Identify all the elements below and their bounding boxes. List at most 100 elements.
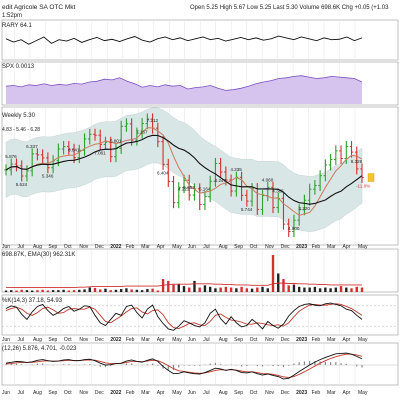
- volume-bar: [172, 284, 175, 292]
- volume-bar: [78, 289, 81, 292]
- volume-bar: [303, 287, 306, 292]
- price-value-label: 6.328: [351, 159, 363, 164]
- x-tick-label: Aug: [33, 244, 42, 250]
- x-tick-label: Jun: [2, 390, 10, 396]
- volume-bar: [25, 290, 29, 292]
- volume-bar: [146, 289, 149, 292]
- x-tick-label: Nov: [79, 244, 88, 250]
- price-value-label: 7.061: [94, 150, 106, 155]
- x-tick-label: Aug: [33, 390, 42, 396]
- volume-bar: [339, 286, 343, 292]
- x-tick-label: Apr: [157, 337, 165, 343]
- volume-bar: [292, 284, 296, 292]
- relative-strength-area: [6, 75, 362, 104]
- volume-bar: [198, 287, 201, 292]
- price-value-label: 7.167: [136, 130, 148, 135]
- stochastic-d-line: [5, 303, 363, 330]
- x-tick-label: Sep: [234, 244, 243, 250]
- x-tick-label: Aug: [33, 337, 42, 343]
- x-tick-label: Oct: [64, 337, 72, 343]
- x-tick-label: Jul: [17, 390, 23, 396]
- price-value-label: 6.041: [68, 148, 80, 153]
- volume-bar: [67, 290, 71, 292]
- x-tick-label: Sep: [48, 244, 57, 250]
- price-value-label: 4.222: [178, 186, 190, 191]
- volume-bar: [256, 287, 259, 292]
- volume-bar: [224, 286, 228, 292]
- volume-bar: [334, 287, 338, 292]
- volume-bar: [88, 287, 91, 292]
- x-tick-label: Nov: [79, 390, 88, 396]
- x-tick-label: Sep: [48, 390, 57, 396]
- x-tick-label: Feb: [126, 244, 135, 250]
- long-moving-average: [5, 134, 363, 205]
- x-tick-label: Feb: [126, 390, 135, 396]
- price-value-label: 3.320: [298, 206, 310, 211]
- x-tick-label: Oct: [64, 390, 72, 396]
- volume-bar: [261, 286, 264, 292]
- x-tick-label: Jul: [203, 390, 209, 396]
- x-tick-label: Jul: [203, 244, 209, 250]
- volume-bar: [250, 288, 254, 292]
- time-label: 1:52pm: [2, 13, 22, 19]
- x-tick-label: Feb: [312, 390, 321, 396]
- volume-bar: [188, 287, 191, 292]
- x-tick-label: Aug: [219, 337, 228, 343]
- x-tick-label: Dec: [95, 390, 104, 396]
- volume-bar: [10, 290, 13, 292]
- price-label: Weekly 5.30: [2, 113, 36, 119]
- volume-bar: [140, 290, 144, 292]
- volume-bar: [36, 290, 39, 292]
- x-tick-label: Sep: [234, 390, 243, 396]
- price-value-label: 5.346: [42, 174, 54, 179]
- x-tick-label: Jul: [203, 337, 209, 343]
- x-tick-label: 2023: [296, 337, 307, 343]
- macd-label: (12,26) 5.876, 4.701, -0.023: [2, 346, 77, 352]
- volume-bar: [151, 288, 154, 292]
- price-value-label: 4.385: [272, 188, 284, 193]
- indicator-line: [5, 35, 363, 45]
- x-tick-label: Nov: [265, 244, 274, 250]
- price-value-label: 5.683: [183, 185, 195, 190]
- last-price-marker: [367, 173, 375, 182]
- volume-bar: [266, 288, 269, 292]
- volume-ema-line: [6, 282, 362, 289]
- x-tick-label: Dec: [281, 337, 290, 343]
- x-tick-label: Apr: [157, 244, 165, 250]
- price-value-label: 5.801: [110, 138, 122, 143]
- x-tick-label: May: [172, 244, 182, 250]
- x-tick-label: Feb: [312, 244, 321, 250]
- quote-summary: Open 5.25 High 5.67 Low 5.25 Last 5.30 V…: [190, 5, 389, 11]
- price-value-label: 5.876: [5, 154, 17, 159]
- short-moving-average: [5, 127, 363, 216]
- x-tick-label: Dec: [95, 244, 104, 250]
- volume-bar: [51, 290, 55, 292]
- x-tick-label: Aug: [219, 244, 228, 250]
- volume-bar: [360, 287, 364, 292]
- x-tick-label: Apr: [157, 390, 165, 396]
- indicator-label: RARY 64.1: [2, 23, 32, 29]
- indicator-series: [5, 35, 363, 45]
- volume-bar: [109, 290, 112, 292]
- x-tick-label: Nov: [79, 337, 88, 343]
- volume-bar: [57, 290, 60, 292]
- volume-bar: [30, 290, 34, 292]
- volume-bar: [282, 279, 285, 292]
- volume-bar: [114, 289, 118, 292]
- price-value-label: 7.212: [147, 118, 159, 123]
- volume-bar: [46, 290, 50, 292]
- x-tick-label: Oct: [250, 337, 258, 343]
- stochastic-label: %K(14,3) 37.18, 54.93: [2, 298, 63, 304]
- macd-line: [5, 352, 363, 380]
- price-series: 5.876 5.524 6.337 5.346 6.041 7.061 5.801 7.167…: [4, 107, 375, 238]
- x-tick-label: Feb: [312, 337, 321, 343]
- price-value-label: 4.335: [230, 167, 242, 172]
- x-tick-label: Mar: [141, 337, 150, 343]
- volume-bar: [125, 288, 128, 292]
- x-tick-label: Apr: [343, 390, 351, 396]
- volume-bar: [208, 286, 212, 292]
- x-tick-label: Dec: [281, 390, 290, 396]
- price-value-label: 4.900: [288, 226, 300, 231]
- x-tick-label: Apr: [343, 244, 351, 250]
